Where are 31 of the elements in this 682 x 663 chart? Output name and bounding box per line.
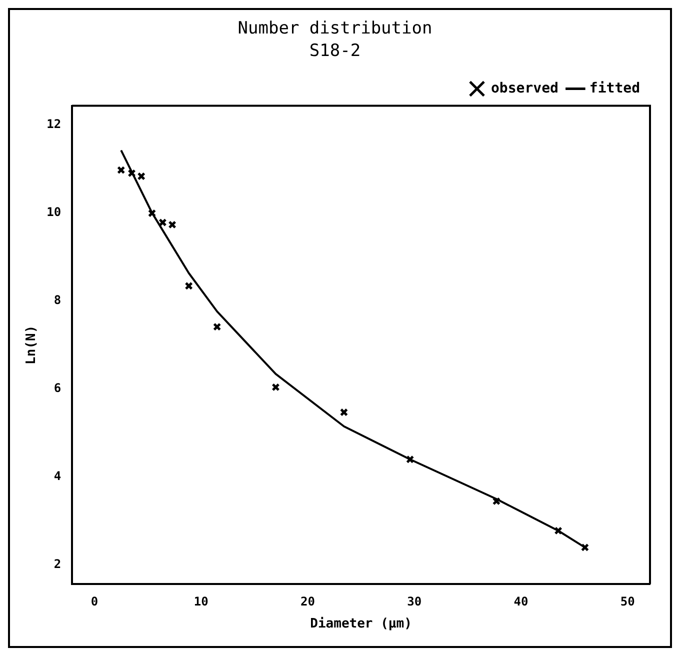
x-tick-label: 40 <box>514 594 528 608</box>
y-axis-title: Ln(N) <box>24 325 40 364</box>
legend-label: fitted <box>589 80 640 96</box>
point <box>492 497 501 506</box>
chart-subtitle: S18-2 <box>309 41 361 62</box>
point <box>137 172 146 180</box>
x-axis-title: Diameter (µm) <box>310 616 412 632</box>
y-tick-label: 4 <box>54 469 62 484</box>
y-tick-label: 8 <box>54 292 62 307</box>
chart-title: Number distribution <box>238 18 432 39</box>
x-tick-label: 20 <box>300 594 315 608</box>
point <box>184 282 193 290</box>
x-tick-label: 30 <box>407 594 422 608</box>
x-tick-label: 10 <box>194 594 208 608</box>
y-tick-label: 6 <box>54 381 62 396</box>
point <box>340 408 348 416</box>
point <box>117 166 126 174</box>
point <box>272 383 280 392</box>
y-tick-label: 2 <box>54 557 62 572</box>
point <box>148 209 156 218</box>
x-tick-label: 0 <box>90 594 98 608</box>
point <box>168 220 176 229</box>
point <box>128 169 136 178</box>
y-tick-label: 10 <box>46 204 62 219</box>
legend-label: observed <box>491 80 558 96</box>
point <box>158 218 167 227</box>
point <box>212 322 222 331</box>
x-tick-label: 50 <box>620 594 635 608</box>
point <box>406 455 414 464</box>
point <box>554 526 562 535</box>
y-tick-label: 12 <box>46 116 62 131</box>
